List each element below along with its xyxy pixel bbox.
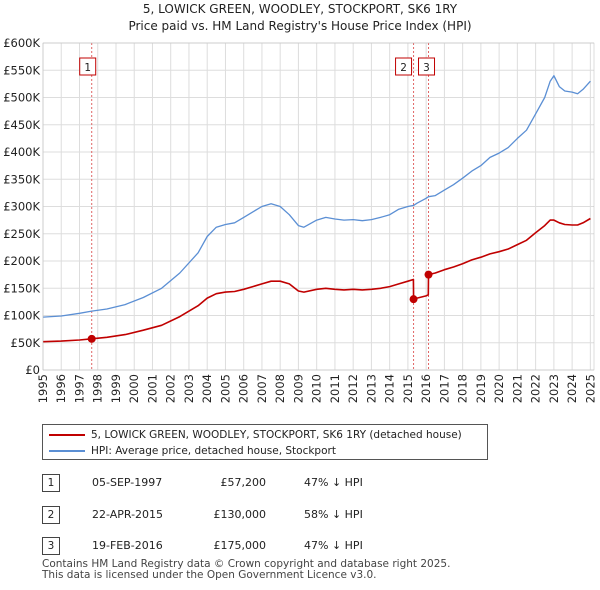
price-paid-line (42, 217, 591, 343)
sale-label-box: 2 (395, 57, 413, 76)
x-tick-label: 2013 (364, 374, 378, 403)
sale-label-frame (395, 57, 413, 76)
y-tick-label: £350K (3, 172, 40, 186)
transaction-number: 3 (42, 537, 60, 555)
x-tick-label: 2007 (255, 374, 269, 403)
transaction-date: 05-SEP-1997 (92, 476, 163, 489)
y-tick-label: £0 (25, 363, 40, 377)
price-chart: 5, LOWICK GREEN, WOODLEY, STOCKPORT, SK6… (3, 2, 597, 403)
x-tick-label: 2012 (346, 374, 360, 403)
legend-label-hpi: HPI: Average price, detached house, Stoc… (91, 445, 336, 457)
y-tick-label: £250K (3, 227, 40, 241)
hpi-line (42, 75, 591, 318)
x-tick-label: 2014 (383, 374, 397, 403)
x-tick-label: 1997 (72, 374, 86, 403)
x-tick-label: 2023 (547, 374, 561, 403)
sale-label-box: 1 (79, 57, 97, 76)
legend: 5, LOWICK GREEN, WOODLEY, STOCKPORT, SK6… (42, 424, 488, 460)
x-tick-label: 2021 (510, 374, 524, 403)
x-tick-label: 2009 (291, 374, 305, 403)
legend-swatch-property (49, 434, 85, 436)
sale-label-number: 2 (400, 62, 407, 74)
x-tick-label: 2008 (273, 374, 287, 403)
y-tick-label: £200K (3, 254, 40, 268)
sale-label-frame (418, 57, 436, 76)
x-tick-label: 2003 (182, 374, 196, 403)
x-tick-label: 1995 (36, 374, 50, 403)
x-tick-label: 2010 (310, 374, 324, 403)
legend-label-property: 5, LOWICK GREEN, WOODLEY, STOCKPORT, SK6… (91, 429, 462, 441)
sale-label-box: 3 (418, 57, 436, 76)
footer: Contains HM Land Registry data © Crown c… (42, 559, 450, 581)
chart-title: 5, LOWICK GREEN, WOODLEY, STOCKPORT, SK6… (143, 2, 458, 16)
footer-copyright: Contains HM Land Registry data © Crown c… (42, 558, 451, 570)
x-tick-label: 1996 (54, 374, 68, 403)
transaction-hpi: 47% ↓ HPI (304, 476, 363, 489)
sale-point (424, 270, 433, 279)
x-tick-label: 1998 (91, 374, 105, 403)
legend-swatch-hpi (49, 450, 85, 452)
x-tick-label: 2017 (437, 374, 451, 403)
x-tick-label: 2020 (492, 374, 506, 403)
x-tick-label: 2000 (127, 374, 141, 403)
y-tick-label: £450K (3, 118, 40, 132)
x-tick-label: 2016 (419, 374, 433, 403)
sale-point (87, 334, 96, 343)
transaction-price: £130,000 (213, 508, 267, 521)
sale-label-number: 1 (84, 62, 91, 74)
x-tick-label: 2005 (218, 374, 232, 403)
x-tick-label: 2025 (583, 374, 597, 403)
x-tick-label: 2019 (474, 374, 488, 403)
sale-point (409, 295, 418, 304)
sale-label-number: 3 (423, 62, 430, 74)
y-tick-label: £50K (11, 336, 41, 350)
sale-label-frame (79, 57, 97, 76)
x-tick-label: 2006 (237, 374, 251, 403)
y-tick-label: £550K (3, 63, 40, 77)
transaction-price: £57,200 (220, 476, 267, 489)
transaction-hpi: 47% ↓ HPI (304, 539, 363, 552)
x-tick-label: 2015 (401, 374, 415, 403)
transaction-number: 1 (42, 474, 60, 492)
legend-item-property: 5, LOWICK GREEN, WOODLEY, STOCKPORT, SK6… (49, 427, 462, 443)
transaction-number: 2 (42, 506, 60, 524)
y-tick-label: £100K (3, 309, 40, 323)
footer-licence: This data is licensed under the Open Gov… (42, 569, 377, 581)
x-tick-label: 1999 (109, 374, 123, 403)
x-tick-label: 2022 (529, 374, 543, 403)
y-tick-label: £150K (3, 281, 40, 295)
transaction-date: 19-FEB-2016 (92, 539, 163, 552)
y-tick-label: £400K (3, 145, 40, 159)
x-tick-label: 2001 (145, 374, 159, 403)
transaction-price: £175,000 (213, 539, 267, 552)
y-tick-label: £600K (3, 36, 40, 50)
legend-item-hpi: HPI: Average price, detached house, Stoc… (49, 443, 336, 459)
transaction-date: 22-APR-2015 (92, 508, 164, 521)
y-tick-label: £500K (3, 91, 40, 105)
x-tick-label: 2011 (328, 374, 342, 403)
transaction-hpi: 58% ↓ HPI (304, 508, 363, 521)
plot-border (42, 42, 595, 371)
x-tick-label: 2004 (200, 374, 214, 403)
x-tick-label: 2002 (164, 374, 178, 403)
x-tick-label: 2024 (565, 374, 579, 403)
y-tick-label: £300K (3, 200, 40, 214)
chart-subtitle: Price paid vs. HM Land Registry's House … (128, 19, 471, 33)
x-tick-label: 2018 (456, 374, 470, 403)
